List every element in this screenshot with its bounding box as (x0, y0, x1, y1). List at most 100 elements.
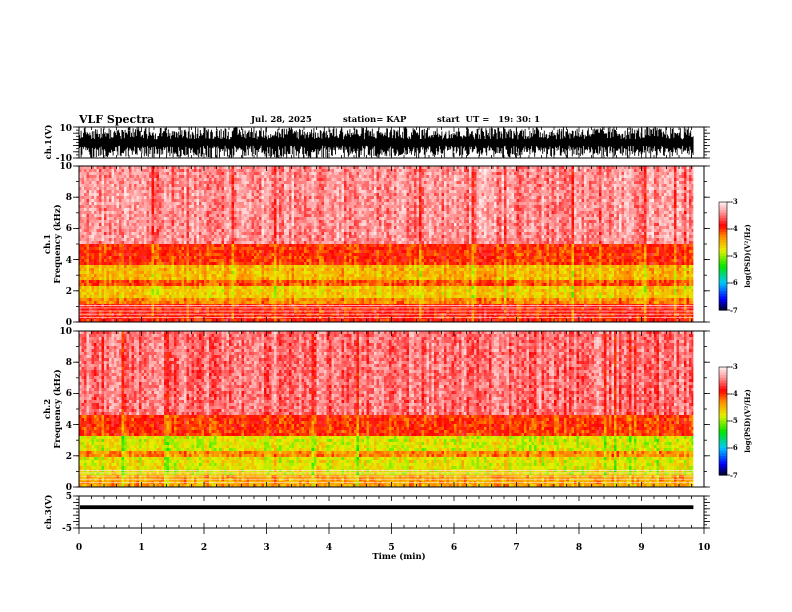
spectrogram-cell (324, 220, 327, 224)
spectrogram-cell (299, 220, 302, 224)
spectrogram-cell (279, 178, 282, 182)
spectrogram-cell (166, 181, 170, 185)
spectrogram-cell (664, 196, 667, 200)
spectrogram-cell (656, 217, 660, 221)
spectrogram-cell (534, 214, 537, 218)
spectrogram-cell (236, 184, 240, 188)
spectrogram-cell (464, 175, 467, 179)
spectrogram-cell (611, 169, 615, 173)
spectrogram-cell (386, 223, 390, 227)
spectrogram-cell (374, 181, 377, 185)
spectrogram-cell (456, 190, 460, 194)
spectrogram-cell (539, 208, 542, 212)
spectrogram-cell (81, 211, 85, 215)
spectrogram-cell (321, 217, 325, 221)
spectrogram-cell (421, 199, 425, 203)
spectrogram-cell (676, 205, 680, 209)
spectrogram-cell (294, 220, 297, 224)
spectrogram-cell (396, 223, 400, 227)
spectrogram-cell (281, 172, 285, 176)
spectrogram-cell (349, 187, 352, 191)
spectrogram-cell (336, 211, 340, 215)
spectrogram-cell (629, 175, 632, 179)
spectrogram-cell (144, 226, 147, 230)
spectrogram-cell (604, 202, 607, 206)
spectrogram-cell (126, 205, 130, 209)
spectrogram-cell (611, 187, 615, 191)
spectrogram-cell (374, 220, 377, 224)
spectrogram-cell (379, 223, 382, 227)
spectrogram-cell (309, 220, 312, 224)
spectrogram-cell (319, 208, 322, 212)
spectrogram-cell (301, 220, 305, 224)
spectrogram-cell (406, 205, 410, 209)
spectrogram-cell (94, 175, 97, 179)
spectrogram-cell (201, 208, 205, 212)
spectrogram-cell (501, 202, 505, 206)
spectrogram-cell (569, 202, 572, 206)
spectrogram-cell (139, 196, 142, 200)
spectrogram-cell (501, 196, 505, 200)
spectrogram-cell (319, 187, 322, 191)
spectrogram-cell (311, 166, 315, 170)
spectrogram-cell (624, 193, 627, 197)
spectrogram-cell (379, 199, 382, 203)
spectrogram-cell (616, 181, 620, 185)
spectrogram-cell (266, 196, 270, 200)
spectrogram-cell (664, 169, 667, 173)
spectrogram-cell (376, 178, 380, 182)
spectrogram-cell (259, 169, 262, 173)
spectrogram-cell (191, 223, 195, 227)
spectrogram-cell (544, 169, 547, 173)
spectrogram-cell (594, 211, 597, 215)
spectrogram-cell (426, 187, 430, 191)
spectrogram-cell (351, 214, 355, 218)
spectrogram-cell (244, 184, 247, 188)
spectrogram-cell (456, 205, 460, 209)
spectrogram-cell (384, 208, 387, 212)
spectrogram-cell (276, 220, 280, 224)
spectrogram-cell (684, 199, 687, 203)
spectrogram-cell (84, 193, 87, 197)
spectrogram-cell (366, 175, 370, 179)
spectrogram-cell (556, 223, 560, 227)
spectrogram-cell (219, 223, 222, 227)
spectrogram-cell (186, 175, 190, 179)
spectrogram-cell (89, 169, 92, 173)
spectrogram-cell (471, 169, 475, 173)
spectrogram-cell (99, 220, 102, 224)
spectrogram-cell (254, 217, 257, 221)
spectrogram-cell (339, 190, 342, 194)
spectrogram-cell (516, 178, 520, 182)
spectrogram-cell (259, 196, 262, 200)
spectrogram-cell (599, 193, 602, 197)
spectrogram-cell (524, 190, 527, 194)
spectrogram-cell (304, 187, 307, 191)
spectrogram-cell (164, 187, 167, 191)
spectrogram-cell (376, 220, 380, 224)
spectrogram-cell (469, 178, 472, 182)
spectrogram-cell (619, 181, 622, 185)
spectrogram-cell (169, 217, 172, 221)
spectrogram-cell (556, 175, 560, 179)
spectrogram-cell (664, 199, 667, 203)
spectrogram-cell (586, 199, 590, 203)
spectrogram-cell (639, 223, 642, 227)
spectrogram-cell (591, 169, 595, 173)
spectrogram-cell (136, 190, 140, 194)
spectrogram-cell (656, 220, 660, 224)
spectrogram-cell (651, 214, 655, 218)
spectrogram-cell (354, 187, 357, 191)
spectrogram-cell (276, 205, 280, 209)
spectrogram-cell (84, 226, 87, 230)
spectrogram-cell (381, 196, 385, 200)
spectrogram-cell (129, 196, 132, 200)
spectrogram-cell (584, 223, 587, 227)
spectrogram-cell (306, 193, 310, 197)
spectrogram-cell (339, 223, 342, 227)
spectrogram-cell (281, 193, 285, 197)
spectrogram-cell (549, 169, 552, 173)
spectrogram-cell (226, 172, 230, 176)
spectrogram-cell (599, 196, 602, 200)
spectrogram-cell (486, 178, 490, 182)
